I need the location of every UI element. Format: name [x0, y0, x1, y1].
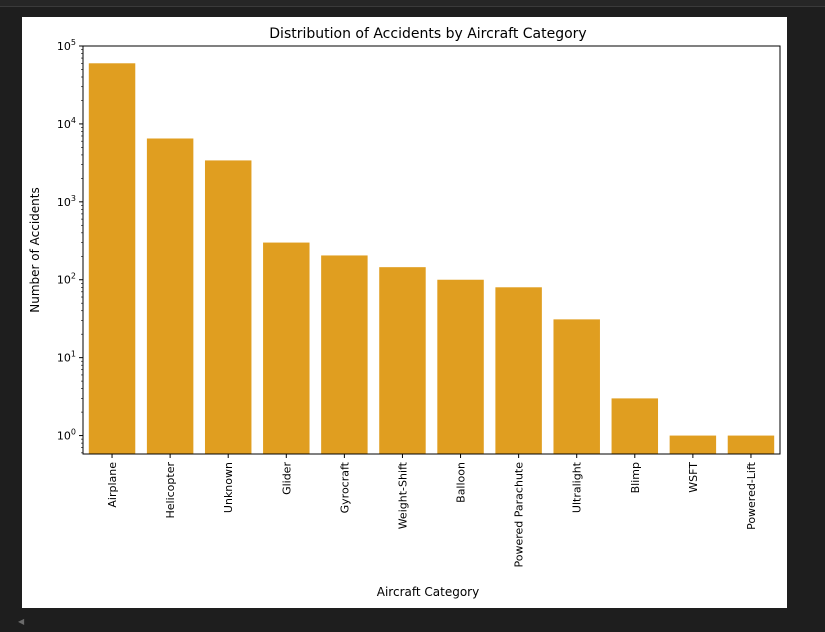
bars-group [88, 63, 775, 455]
x-tick-label: Glider [280, 462, 293, 495]
x-axis-ticks: Airplane Helicopter Unknown Glider Gyrocraft… [106, 454, 758, 567]
bar-helicopter [146, 138, 194, 454]
chart-title: Distribution of Accidents by Aircraft Ca… [269, 26, 586, 42]
notebook-top-bar [0, 0, 825, 7]
y-tick-label: 100 [57, 428, 76, 443]
bar-blimp [611, 398, 659, 454]
x-tick-label: Balloon [455, 462, 468, 503]
x-tick-label: Unknown [222, 462, 235, 513]
bar-chart: Distribution of Accidents by Aircraft Ca… [28, 26, 781, 599]
x-tick-label: Powered Parachute [513, 462, 526, 568]
bar-ultralight [553, 319, 600, 454]
y-axis-label: Number of Accidents [28, 187, 42, 313]
x-tick-label: Weight-Shift [396, 461, 409, 529]
y-axis-ticks: 100 101 102 103 104 105 [57, 38, 83, 454]
y-tick-label: 103 [57, 194, 76, 209]
y-tick-label: 104 [57, 116, 76, 131]
x-axis-label: Aircraft Category [377, 585, 479, 599]
x-tick-label: Gyrocraft [338, 461, 351, 513]
bar-gyrocraft [321, 255, 368, 454]
x-tick-label: Helicopter [164, 462, 177, 519]
x-tick-label: WSFT [687, 462, 700, 493]
bar-powered-lift [727, 435, 775, 454]
scroll-left-arrow[interactable]: ◀ [18, 617, 25, 626]
x-tick-label: Airplane [106, 462, 119, 508]
bar-unknown [204, 160, 252, 455]
bar-glider [263, 242, 310, 454]
y-tick-label: 101 [57, 350, 76, 365]
x-tick-label: Blimp [629, 462, 642, 493]
x-tick-label: Ultralight [571, 461, 584, 513]
plot-frame [82, 45, 781, 455]
bar-powered-parachute [495, 287, 542, 454]
y-tick-label: 102 [57, 272, 76, 287]
bar-balloon [437, 279, 484, 454]
bar-airplane [88, 63, 136, 454]
bar-weight-shift [379, 267, 426, 454]
bar-wsft [669, 435, 717, 454]
x-tick-label: Powered-Lift [745, 461, 758, 530]
y-tick-label: 105 [57, 38, 76, 53]
cell-output-area: Distribution of Accidents by Aircraft Ca… [22, 17, 787, 608]
